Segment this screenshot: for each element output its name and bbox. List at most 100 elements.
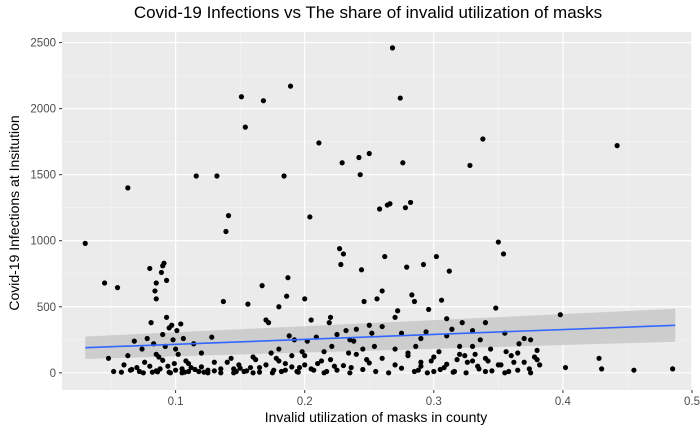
- data-point: [121, 362, 127, 368]
- data-point: [224, 359, 230, 365]
- data-point: [256, 369, 263, 375]
- data-point: [449, 326, 455, 332]
- data-point: [457, 343, 463, 350]
- data-point: [175, 351, 181, 357]
- data-point: [340, 362, 347, 369]
- data-point: [420, 261, 427, 268]
- data-point: [111, 368, 117, 375]
- data-point: [318, 358, 325, 364]
- data-point: [361, 298, 367, 305]
- data-point: [402, 205, 409, 211]
- data-point: [366, 150, 372, 157]
- data-point: [392, 314, 398, 320]
- data-point: [169, 322, 175, 328]
- data-point: [360, 346, 366, 352]
- data-point: [343, 327, 349, 334]
- data-point: [125, 185, 131, 191]
- data-point: [357, 172, 363, 178]
- data-point: [82, 240, 88, 246]
- data-point: [503, 349, 509, 355]
- data-point: [438, 297, 445, 303]
- data-point: [360, 366, 366, 373]
- data-point: [534, 347, 540, 353]
- y-tick-label: 500: [37, 302, 56, 314]
- data-point: [265, 320, 272, 326]
- data-point: [369, 330, 375, 336]
- data-point: [379, 323, 385, 330]
- data-point: [163, 314, 170, 320]
- data-point: [528, 337, 534, 343]
- data-point: [256, 364, 263, 371]
- data-point: [185, 360, 192, 367]
- data-point: [469, 343, 476, 350]
- data-point: [511, 359, 517, 365]
- data-point: [334, 331, 340, 338]
- data-point: [178, 321, 184, 327]
- data-point: [326, 320, 332, 326]
- data-point: [418, 335, 424, 342]
- data-point: [140, 370, 146, 376]
- data-point: [426, 306, 432, 313]
- data-point: [245, 301, 251, 307]
- data-point: [392, 362, 398, 368]
- data-point: [299, 349, 305, 355]
- trend-line: [85, 324, 676, 349]
- data-point: [316, 140, 322, 146]
- data-point: [467, 162, 473, 169]
- data-point: [308, 317, 314, 323]
- data-point: [405, 350, 411, 356]
- data-point: [286, 333, 292, 339]
- data-point: [161, 260, 167, 266]
- confidence-band-area: [85, 308, 676, 359]
- data-point: [387, 201, 393, 207]
- data-point: [596, 355, 602, 361]
- data-point: [198, 350, 205, 356]
- data-point: [454, 357, 460, 363]
- data-point: [179, 370, 185, 376]
- data-point: [409, 292, 415, 298]
- data-point: [477, 337, 483, 343]
- data-point: [395, 308, 401, 314]
- data-point: [211, 359, 217, 365]
- data-point: [118, 369, 124, 375]
- data-point: [508, 353, 514, 359]
- data-point: [165, 363, 171, 369]
- data-point: [218, 366, 224, 372]
- data-point: [338, 261, 344, 268]
- data-point: [495, 362, 501, 368]
- data-point: [469, 358, 476, 364]
- data-point: [534, 357, 540, 363]
- data-point: [373, 368, 379, 375]
- data-point: [502, 370, 508, 376]
- data-point: [302, 362, 308, 368]
- data-point: [489, 368, 495, 374]
- data-point: [287, 83, 294, 89]
- data-point: [321, 349, 327, 355]
- data-point: [282, 367, 288, 373]
- data-point: [281, 173, 287, 179]
- data-point: [268, 350, 274, 356]
- data-point: [336, 246, 343, 252]
- data-point: [218, 370, 224, 376]
- data-point: [188, 364, 194, 371]
- data-point: [282, 360, 288, 367]
- data-point: [398, 330, 405, 336]
- data-point: [424, 370, 430, 376]
- data-point: [171, 360, 177, 367]
- data-point: [148, 320, 154, 326]
- y-axis-title: Covid-19 Infections at Insitution: [6, 115, 22, 310]
- data-point: [269, 370, 276, 376]
- data-point: [459, 320, 465, 326]
- data-point: [469, 327, 476, 334]
- data-point: [431, 368, 437, 375]
- data-point: [495, 239, 501, 245]
- data-point: [237, 365, 243, 371]
- data-point: [220, 298, 226, 305]
- data-point: [356, 154, 362, 161]
- data-point: [371, 343, 378, 350]
- data-point: [392, 346, 398, 352]
- data-point: [631, 367, 637, 373]
- data-point: [418, 359, 424, 365]
- x-axis-title: Invalid utilization of masks in county: [265, 409, 488, 425]
- data-point: [353, 326, 359, 332]
